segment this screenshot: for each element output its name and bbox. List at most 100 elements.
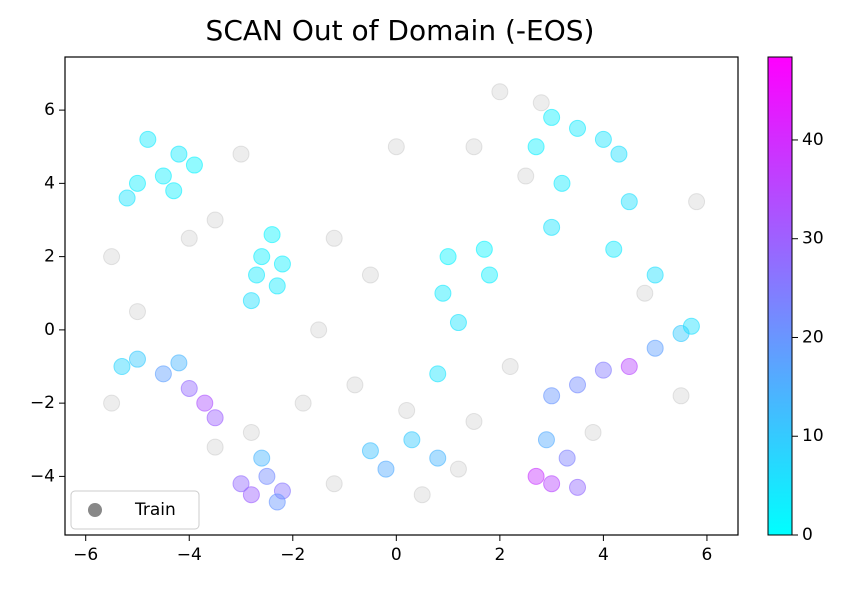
point [646, 266, 664, 284]
point [537, 431, 555, 449]
point [180, 379, 198, 397]
legend-label: Train [134, 500, 176, 520]
point [543, 218, 561, 236]
colorbar-tick-label: 10 [802, 426, 824, 446]
point [429, 365, 447, 383]
x-tick-label: −6 [73, 545, 98, 565]
x-tick-label: −4 [177, 545, 202, 565]
point [242, 292, 260, 310]
point [429, 449, 447, 467]
point [543, 387, 561, 405]
point [268, 493, 286, 511]
point [206, 438, 224, 456]
point [584, 423, 602, 441]
point [170, 354, 188, 372]
point [569, 478, 587, 496]
point [263, 226, 281, 244]
legend-box [70, 490, 200, 530]
point [465, 412, 483, 430]
point [646, 339, 664, 357]
colorbar-tick-label: 30 [802, 229, 824, 249]
point [154, 167, 172, 185]
point [103, 248, 121, 266]
x-tick-label: 6 [702, 545, 713, 565]
x-tick-label: 2 [494, 545, 505, 565]
point [620, 358, 638, 376]
point [682, 317, 700, 335]
point [688, 193, 706, 211]
point [620, 193, 638, 211]
point [465, 138, 483, 156]
point [206, 409, 224, 427]
colorbar-tick-label: 40 [802, 130, 824, 150]
y-tick-label: 2 [44, 247, 55, 267]
point [196, 394, 214, 412]
point [501, 358, 519, 376]
plot-frame [64, 56, 739, 536]
point [553, 174, 571, 192]
point [569, 376, 587, 394]
point [185, 156, 203, 174]
point [449, 460, 467, 478]
y-tick-label: 6 [44, 100, 55, 120]
point [605, 240, 623, 258]
point [449, 314, 467, 332]
point [118, 189, 136, 207]
x-tick-label: −2 [280, 545, 305, 565]
point [170, 145, 188, 163]
point [268, 277, 286, 295]
point [361, 266, 379, 284]
point [154, 365, 172, 383]
point [636, 284, 654, 302]
point [206, 211, 224, 229]
point [113, 358, 131, 376]
point [273, 482, 291, 500]
chart-title: SCAN Out of Domain (-EOS) [206, 14, 595, 47]
point [481, 266, 499, 284]
point [325, 229, 343, 247]
point [232, 145, 250, 163]
point [543, 475, 561, 493]
point [242, 423, 260, 441]
point [253, 449, 271, 467]
point [310, 321, 328, 339]
point [517, 167, 535, 185]
y-tick-label: −2 [30, 393, 55, 413]
point [672, 387, 690, 405]
point [258, 467, 276, 485]
point [527, 467, 545, 485]
x-tick-label: 0 [391, 545, 402, 565]
point [103, 394, 121, 412]
point [475, 240, 493, 258]
point [377, 460, 395, 478]
point [128, 350, 146, 368]
point [346, 376, 364, 394]
y-tick-label: 4 [44, 173, 55, 193]
x-tick-label: 4 [598, 545, 609, 565]
point [434, 284, 452, 302]
point [398, 401, 416, 419]
point [610, 145, 628, 163]
point [594, 130, 612, 148]
point [325, 475, 343, 493]
point [180, 229, 198, 247]
point [569, 119, 587, 137]
point [594, 361, 612, 379]
point [165, 182, 183, 200]
point [491, 83, 509, 101]
colorbar-tick-label: 0 [802, 525, 813, 545]
point [232, 475, 250, 493]
point [273, 255, 291, 273]
point [532, 94, 550, 112]
point [527, 138, 545, 156]
point [253, 248, 271, 266]
point [413, 486, 431, 504]
point [361, 442, 379, 460]
point [128, 303, 146, 321]
point [139, 130, 157, 148]
point [294, 394, 312, 412]
point [387, 138, 405, 156]
y-tick-label: 0 [44, 320, 55, 340]
point [543, 108, 561, 126]
